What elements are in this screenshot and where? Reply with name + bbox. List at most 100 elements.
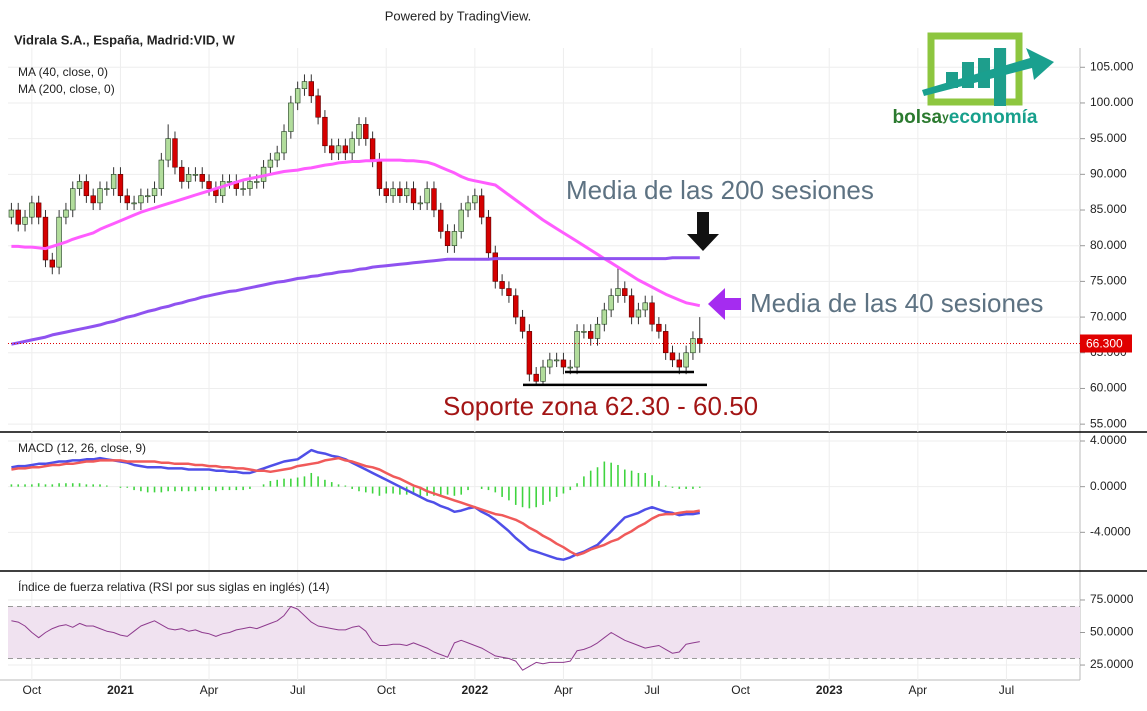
x-tick-label: Oct — [377, 683, 396, 697]
logo-arrow — [922, 48, 1054, 96]
candle-body — [329, 145, 335, 154]
candle-body — [540, 366, 546, 382]
candle-body — [131, 202, 137, 205]
candle-body — [15, 209, 21, 225]
y-tick-label: 90.000 — [1090, 167, 1127, 181]
candle-body — [690, 338, 696, 354]
rsi-line — [11, 606, 700, 671]
candle-body — [247, 181, 253, 189]
annotation: Media de las 200 sesiones — [566, 175, 874, 205]
candle-body — [281, 131, 287, 154]
candle-body — [138, 195, 144, 204]
arrow-down — [687, 212, 719, 251]
candle-body — [431, 188, 437, 211]
candle-body — [110, 174, 117, 189]
candle-body — [683, 352, 689, 368]
candle-body — [56, 216, 62, 268]
candle-body — [83, 181, 90, 197]
candle-body — [369, 138, 376, 161]
candle-body — [567, 366, 573, 369]
candle-body — [179, 166, 185, 182]
ma-line — [11, 158, 701, 308]
candle-body — [622, 288, 628, 296]
candle-body — [397, 188, 403, 197]
candle-body — [22, 216, 28, 225]
legend-entry: MA (40, close, 0) — [18, 65, 108, 79]
candle-body — [642, 302, 648, 311]
annotation: Media de las 40 sesiones — [750, 288, 1043, 318]
last-price-box — [1080, 334, 1132, 353]
y-tick-label: 75.000 — [1090, 274, 1127, 288]
y-tick-label: 60.000 — [1090, 381, 1127, 395]
candle-body — [601, 309, 608, 325]
y-tick-label: 70.000 — [1090, 309, 1127, 323]
x-tick-label: 2022 — [461, 683, 488, 697]
candle-body — [151, 188, 158, 197]
candle-body — [322, 116, 328, 147]
candle-body — [615, 288, 621, 296]
candle-body — [438, 209, 444, 232]
candle-body — [649, 302, 655, 325]
candle-body — [635, 309, 642, 318]
candle-body — [417, 202, 424, 205]
x-tick-label: Apr — [908, 683, 927, 697]
candle-body — [35, 202, 42, 218]
rsi-band — [8, 606, 1080, 659]
y-tick-label: 4.0000 — [1090, 433, 1127, 447]
x-tick-label: 2023 — [816, 683, 843, 697]
candle-body — [506, 288, 512, 296]
candle-body — [485, 216, 492, 254]
y-tick-label: 75.0000 — [1090, 592, 1134, 606]
panel-title: MACD (12, 26, close, 9) — [18, 441, 146, 455]
candle-body — [76, 181, 83, 189]
candle-body — [390, 188, 396, 197]
candle-body — [581, 331, 587, 333]
candle-body — [124, 195, 130, 204]
candle-body — [199, 174, 205, 182]
candle-body — [676, 359, 683, 368]
logo-bar — [994, 48, 1006, 106]
macd-line — [11, 448, 701, 561]
candle-body — [410, 188, 417, 204]
y-tick-label: -4.0000 — [1090, 524, 1131, 538]
y-tick-label: 95.000 — [1090, 131, 1127, 145]
candle-body — [335, 145, 342, 154]
x-tick-label: Jul — [644, 683, 659, 697]
candle-body — [240, 188, 246, 190]
plot-layer: 55.00060.00065.00070.00075.00080.00085.0… — [8, 32, 1134, 697]
candle-body — [219, 181, 226, 197]
candle-body — [628, 295, 635, 318]
candle-body — [383, 188, 389, 197]
y-tick-label: 0.0000 — [1090, 479, 1127, 493]
candle-body — [451, 231, 458, 247]
candle-body — [8, 209, 15, 218]
legend-entry: MA (200, close, 0) — [18, 82, 115, 96]
candle-body — [342, 145, 349, 154]
arrow-left — [708, 288, 741, 320]
candle-body — [608, 295, 614, 311]
candle-body — [574, 331, 580, 368]
candle-body — [594, 323, 601, 339]
candle-body — [158, 159, 165, 189]
candle-body — [458, 209, 464, 232]
y-tick-label: 100.000 — [1090, 95, 1134, 109]
candle-body — [478, 195, 485, 218]
candle-body — [424, 188, 430, 204]
candle-body — [42, 216, 49, 261]
ma-line — [11, 256, 700, 346]
candle-body — [499, 281, 505, 289]
candle-body — [519, 316, 526, 332]
last-price-label: 66.300 — [1086, 337, 1123, 351]
panel-title: Índice de fuerza relativa (RSI por sus s… — [18, 579, 329, 594]
candle-body — [465, 202, 471, 211]
candle-body — [288, 102, 294, 132]
y-tick-label: 85.000 — [1090, 202, 1127, 216]
candle-body — [533, 373, 539, 382]
y-tick-label: 55.000 — [1090, 416, 1127, 430]
candle-body — [70, 188, 76, 211]
x-tick-label: Oct — [23, 683, 42, 697]
candle-body — [301, 81, 308, 89]
x-tick-label: Oct — [731, 683, 750, 697]
candle-body — [117, 174, 124, 197]
